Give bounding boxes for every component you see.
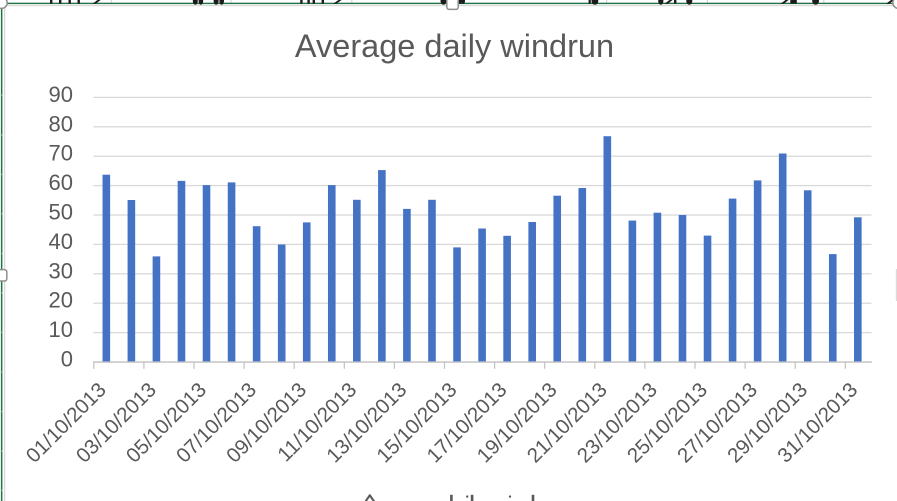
svg-text:20: 20 xyxy=(49,288,73,313)
svg-text:60: 60 xyxy=(49,170,73,195)
svg-text:0: 0 xyxy=(61,347,73,372)
svg-text:70: 70 xyxy=(49,141,73,166)
svg-text:30: 30 xyxy=(49,258,73,283)
svg-text:40: 40 xyxy=(49,229,73,254)
svg-text:10: 10 xyxy=(49,317,73,342)
svg-text:80: 80 xyxy=(49,111,73,136)
svg-text:Average daily windrun: Average daily windrun xyxy=(295,28,614,64)
svg-text:50: 50 xyxy=(49,200,73,225)
svg-text:90: 90 xyxy=(49,82,73,107)
